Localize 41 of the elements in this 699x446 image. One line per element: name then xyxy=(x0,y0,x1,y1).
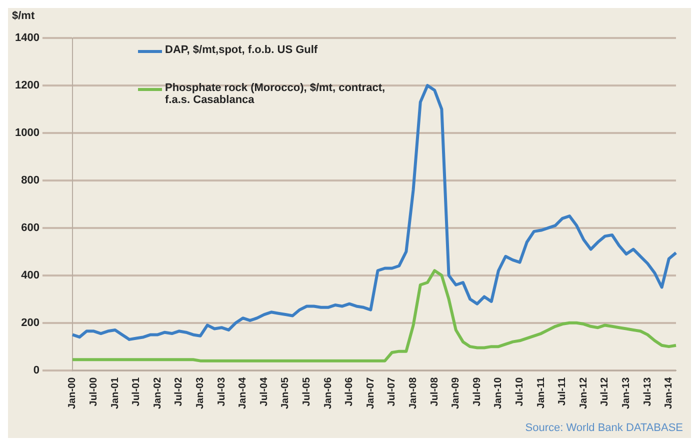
x-tick-label: Jan-09 xyxy=(450,376,462,410)
x-tick-label: Jan-00 xyxy=(67,376,78,410)
x-tick-label: Jul-06 xyxy=(344,376,356,406)
x-tick-label: Jan-01 xyxy=(110,376,121,410)
y-tick-label: 1200 xyxy=(14,80,40,92)
x-tick-label: Jul-11 xyxy=(557,376,568,406)
x-tick-label: Jan-10 xyxy=(493,376,504,410)
source-note: Source: World Bank DATABASE xyxy=(525,422,683,434)
x-tick-label: Jul-01 xyxy=(131,376,142,406)
y-tick-label: 1000 xyxy=(14,126,40,139)
x-tick-label: Jul-08 xyxy=(429,376,440,406)
x-tick-label: Jul-09 xyxy=(472,376,483,406)
x-tick-label: Jan-14 xyxy=(664,376,675,410)
x-tick-label: Jan-06 xyxy=(322,376,334,410)
x-tick-label: Jul-00 xyxy=(88,376,100,406)
y-tick-label: 1400 xyxy=(14,32,40,44)
y-tick-label: 600 xyxy=(21,222,40,234)
y-tick-label: 0 xyxy=(33,364,40,376)
x-tick-label: Jul-12 xyxy=(600,376,611,406)
x-tick-label: Jul-07 xyxy=(386,376,398,406)
x-tick-label: Jan-12 xyxy=(578,376,590,410)
x-tick-label: Jul-13 xyxy=(642,376,654,406)
x-tick-label: Jan-08 xyxy=(408,376,420,410)
x-tick-label: Jan-07 xyxy=(365,376,376,410)
x-tick-label: Jan-05 xyxy=(280,376,292,410)
y-tick-label: 800 xyxy=(21,174,40,186)
x-tick-label: Jan-03 xyxy=(195,376,206,410)
x-tick-label: Jan-13 xyxy=(621,376,632,410)
x-tick-label: Jan-02 xyxy=(152,376,164,410)
legend-label: Phosphate rock (Morocco), $/mt, contract, f.a.s. Casablanca xyxy=(165,82,386,106)
y-axis-title: $/mt xyxy=(12,10,35,22)
legend-label: DAP, $/mt,spot, f.o.b. US Gulf xyxy=(165,44,318,56)
x-tick-label: Jul-10 xyxy=(514,376,526,406)
y-tick-label: 200 xyxy=(21,316,40,329)
x-tick-label: Jul-02 xyxy=(174,376,185,406)
x-tick-label: Jul-03 xyxy=(216,376,228,406)
x-tick-label: Jan-04 xyxy=(238,376,249,410)
x-tick-label: Jan-11 xyxy=(536,376,547,408)
x-tick-label: Jul-05 xyxy=(302,376,313,406)
x-tick-label: Jul-04 xyxy=(258,376,270,406)
y-tick-label: 400 xyxy=(21,269,40,282)
